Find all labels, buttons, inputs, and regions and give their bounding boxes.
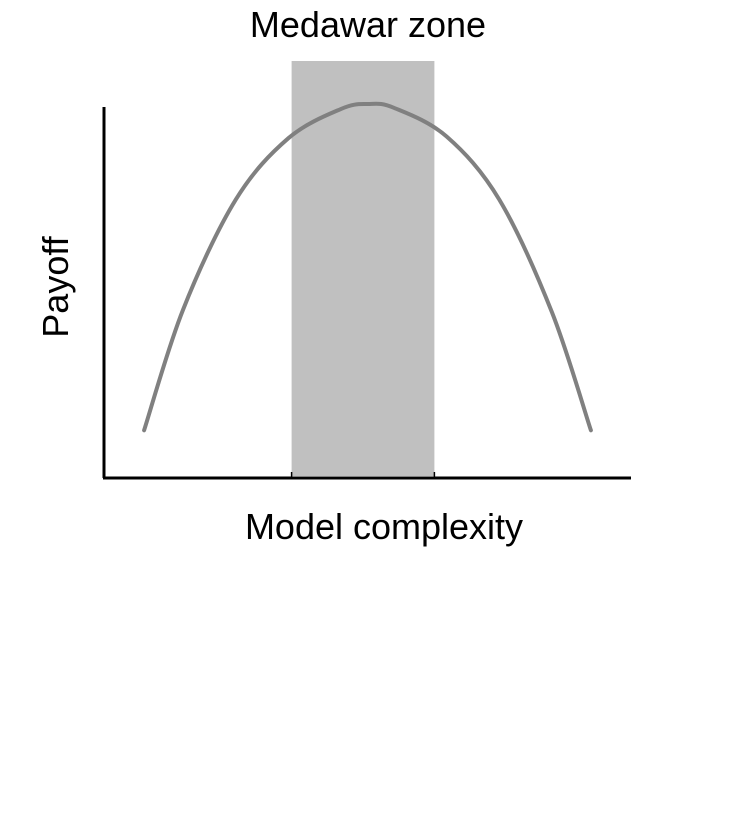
y-axis-label: Payoff — [35, 235, 76, 337]
x-axis-ticks — [290, 472, 436, 478]
medawar-zone-label: Medawar zone — [250, 4, 486, 45]
payoff-curve — [142, 101, 593, 433]
x-axis-label: Model complexity — [245, 506, 523, 547]
medawar-zone-band — [291, 61, 435, 476]
